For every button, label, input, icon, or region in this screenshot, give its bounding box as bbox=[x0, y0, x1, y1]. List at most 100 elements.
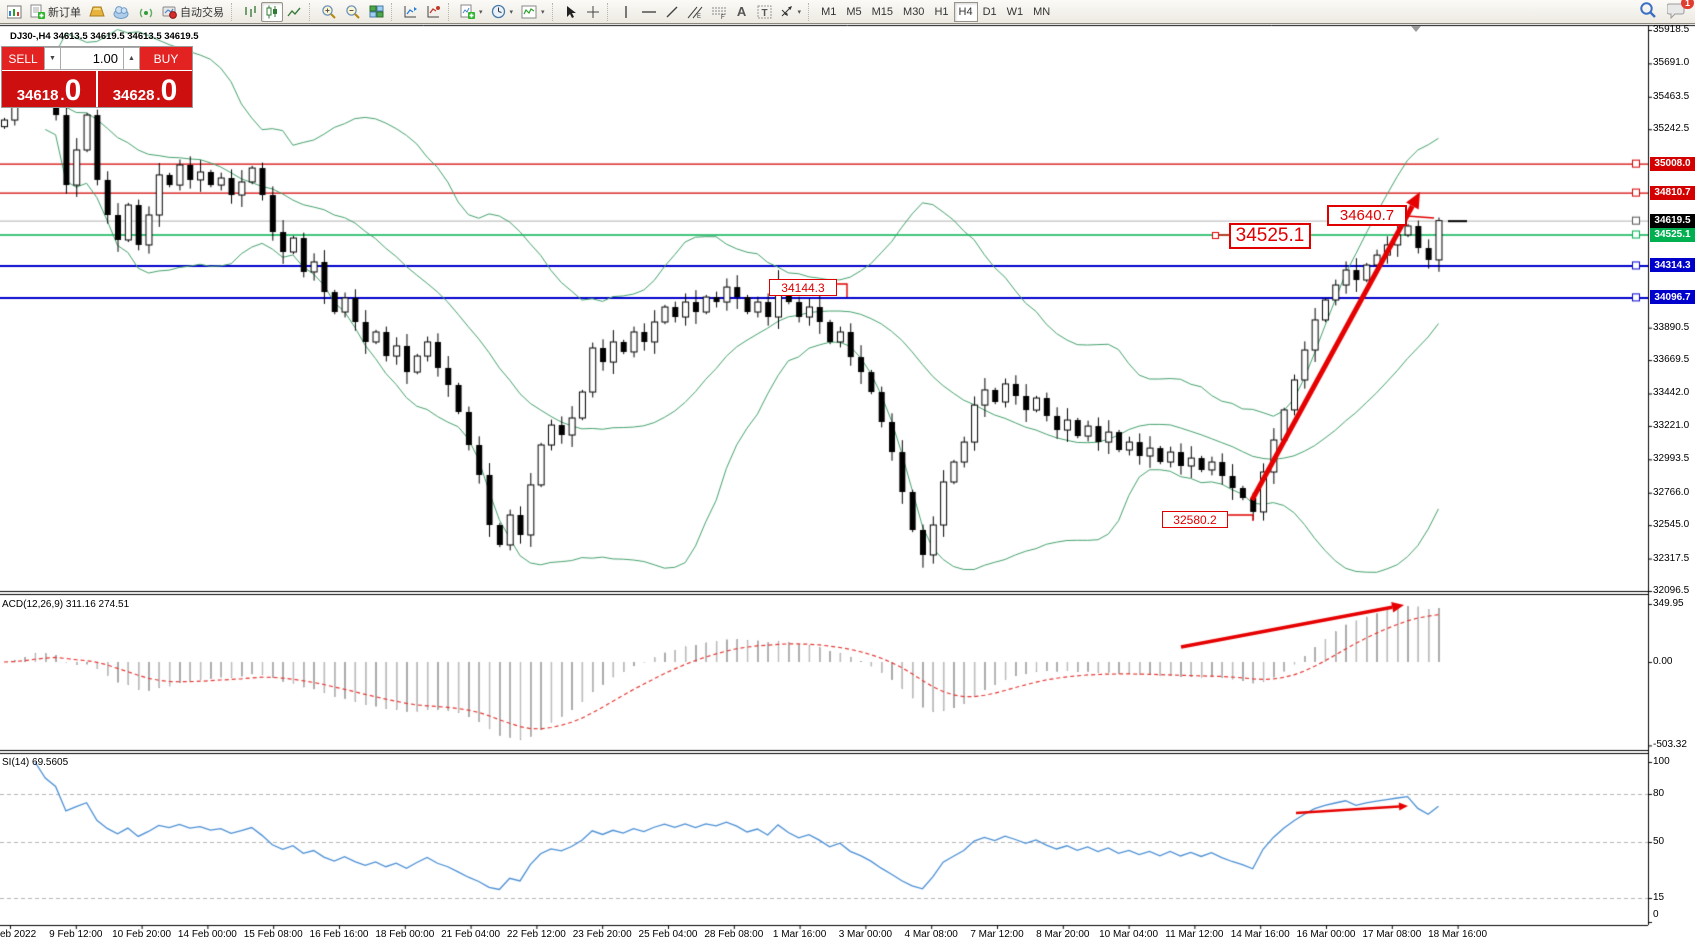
price-line-label[interactable]: 34525.1 bbox=[1650, 227, 1695, 242]
buy-price-int: 34628 bbox=[112, 86, 155, 104]
price-axis-tick: 32545.0 bbox=[1653, 519, 1690, 531]
chart-ohlc-info: DJ30-,H4 34613.5 34619.5 34613.5 34619.5 bbox=[10, 31, 199, 42]
timeframe-D1[interactable]: D1 bbox=[982, 5, 997, 18]
sell-button[interactable]: SELL bbox=[2, 47, 44, 70]
price-axis-tick: 33221.0 bbox=[1653, 419, 1690, 431]
timeframe-MN[interactable]: MN bbox=[1033, 5, 1051, 18]
toolbar-separator bbox=[448, 2, 453, 21]
shapes-button[interactable]: ▾ bbox=[776, 2, 806, 22]
time-axis-label: 3 Mar 00:00 bbox=[838, 929, 893, 940]
buy-price-sep: . bbox=[156, 86, 161, 104]
time-axis-label: 11 Mar 12:00 bbox=[1165, 929, 1224, 940]
price-line-label[interactable]: 34096.7 bbox=[1650, 290, 1695, 305]
svg-text:F: F bbox=[721, 15, 725, 19]
search-icon[interactable] bbox=[1639, 1, 1657, 24]
zoom-in-icon[interactable] bbox=[317, 2, 341, 22]
chevron-down-icon: ▾ bbox=[541, 8, 545, 16]
channel-icon[interactable]: E bbox=[683, 2, 707, 22]
timeframe-M1[interactable]: M1 bbox=[821, 5, 837, 18]
crosshair-icon[interactable] bbox=[582, 2, 604, 22]
signal-icon[interactable] bbox=[134, 2, 158, 22]
volume-decrease-button[interactable]: ▼ bbox=[44, 47, 61, 70]
sell-price-sep: . bbox=[60, 86, 65, 104]
one-click-trading-panel: SELL ▼ 1.00 ▲ BUY 34618 . 0 34628 . 0 bbox=[1, 46, 193, 108]
buy-price-big-digit: 0 bbox=[160, 74, 178, 108]
auto-trading-button[interactable]: 自动交易 bbox=[158, 2, 228, 22]
cursor-icon[interactable] bbox=[560, 2, 582, 22]
price-line-label[interactable]: 34314.3 bbox=[1650, 258, 1695, 273]
timeframe-M15[interactable]: M15 bbox=[871, 5, 894, 18]
price-axis-tick: 32317.5 bbox=[1653, 552, 1690, 564]
macd-label: ACD(12,26,9) 311.16 274.51 bbox=[2, 599, 130, 610]
vertical-line-icon[interactable] bbox=[615, 2, 637, 22]
cloud-account-icon[interactable] bbox=[109, 2, 134, 22]
time-axis-label: 22 Feb 12:00 bbox=[506, 929, 566, 940]
fibonacci-icon[interactable]: F bbox=[707, 2, 731, 22]
timeframe-H4[interactable]: H4 bbox=[953, 1, 978, 22]
price-annotation[interactable]: 34525.1 bbox=[1229, 223, 1311, 249]
timeframe-M5[interactable]: M5 bbox=[846, 5, 862, 18]
new-chart-button[interactable]: ▾ bbox=[456, 2, 487, 22]
tile-windows-icon[interactable] bbox=[365, 2, 388, 22]
sell-price-display[interactable]: 34618 . 0 bbox=[2, 71, 96, 107]
price-line-label[interactable]: 34810.7 bbox=[1650, 185, 1695, 200]
timeframe-H1[interactable]: H1 bbox=[934, 5, 949, 18]
rsi-axis-tick: 100 bbox=[1653, 756, 1670, 767]
horizontal-line-icon[interactable] bbox=[637, 2, 661, 22]
price-axis-tick: 32766.0 bbox=[1653, 486, 1690, 498]
bar-chart-icon[interactable] bbox=[239, 2, 261, 22]
time-axis-label: 14 Mar 16:00 bbox=[1230, 929, 1290, 940]
price-annotation[interactable]: 34144.3 bbox=[769, 279, 837, 296]
profile-chart-icon[interactable] bbox=[399, 2, 422, 22]
trendline-icon[interactable] bbox=[661, 2, 683, 22]
time-axis-label: 17 Mar 08:00 bbox=[1362, 929, 1422, 940]
zoom-out-icon[interactable] bbox=[341, 2, 365, 22]
volume-input[interactable]: 1.00 bbox=[61, 47, 123, 70]
new-order-button[interactable]: 新订单 bbox=[26, 2, 85, 22]
text-icon[interactable]: A bbox=[736, 4, 747, 19]
time-axis-label: eb 2022 bbox=[0, 929, 37, 940]
buy-price-display[interactable]: 34628 . 0 bbox=[98, 71, 192, 107]
timeframe-W1[interactable]: W1 bbox=[1006, 5, 1024, 18]
line-chart-icon[interactable] bbox=[283, 2, 306, 22]
timeframe-bar: M1 M5 M15 M30 H1 H4 D1 W1 MN bbox=[816, 1, 1055, 22]
chart-shift-marker-icon[interactable] bbox=[1411, 26, 1421, 32]
time-axis-label: 28 Feb 08:00 bbox=[704, 929, 764, 940]
top-toolbar: 新订单 自动交易 ▾ ▾ bbox=[0, 0, 1695, 24]
time-axis-label: 16 Mar 00:00 bbox=[1296, 929, 1356, 940]
auto-trading-label: 自动交易 bbox=[180, 6, 224, 19]
timeframe-M30[interactable]: M30 bbox=[903, 5, 925, 18]
price-axis-tick: 33669.5 bbox=[1653, 354, 1690, 366]
price-line-label[interactable]: 35008.0 bbox=[1650, 156, 1695, 171]
toolbar-separator bbox=[391, 2, 396, 21]
indicators-button[interactable]: ▾ bbox=[517, 2, 549, 22]
chevron-down-icon: ▾ bbox=[479, 8, 483, 16]
chat-icon[interactable]: 1 bbox=[1666, 0, 1694, 24]
candlestick-chart-icon[interactable] bbox=[261, 1, 283, 22]
chevron-down-icon: ▾ bbox=[797, 8, 802, 16]
period-clock-button[interactable]: ▾ bbox=[487, 2, 518, 22]
notification-badge: 1 bbox=[1680, 0, 1694, 9]
price-line-label[interactable]: 34619.5 bbox=[1650, 213, 1695, 228]
time-axis-label: 1 Mar 16:00 bbox=[772, 929, 827, 940]
price-annotation[interactable]: 34640.7 bbox=[1327, 205, 1407, 226]
price-annotation[interactable]: 32580.2 bbox=[1162, 511, 1228, 528]
rsi-label: SI(14) 69.5605 bbox=[2, 757, 69, 768]
text-label-icon[interactable]: T bbox=[753, 2, 776, 22]
time-axis-label: 16 Feb 16:00 bbox=[309, 929, 369, 940]
profile-chart-alt-icon[interactable] bbox=[422, 2, 445, 22]
time-axis-label: 10 Feb 20:00 bbox=[112, 929, 172, 940]
time-axis-label: 10 Mar 04:00 bbox=[1099, 929, 1159, 940]
macd-axis-tick: 349.95 bbox=[1653, 598, 1684, 609]
buy-button[interactable]: BUY bbox=[140, 47, 192, 70]
time-axis-label: 21 Feb 04:00 bbox=[441, 929, 501, 940]
charts-window-icon[interactable] bbox=[3, 2, 26, 22]
price-axis-tick: 35691.0 bbox=[1653, 57, 1690, 69]
toolbar-separator bbox=[808, 2, 813, 21]
toolbar-separator bbox=[309, 2, 314, 21]
gold-ingot-icon[interactable] bbox=[85, 2, 109, 22]
rsi-axis-tick: 80 bbox=[1653, 788, 1665, 799]
volume-increase-button[interactable]: ▲ bbox=[123, 47, 140, 70]
